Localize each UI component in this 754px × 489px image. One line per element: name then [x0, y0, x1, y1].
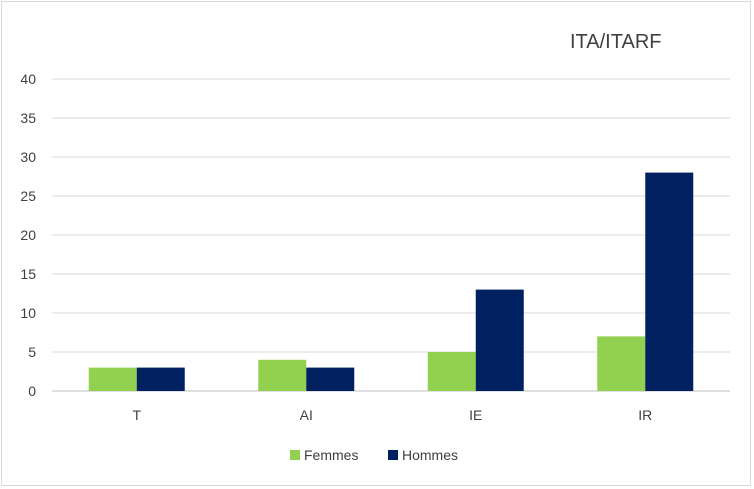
x-tick-label: AI: [300, 407, 313, 423]
y-tick-label: 40: [20, 71, 36, 87]
y-tick-label: 5: [28, 344, 36, 360]
x-axis-ticks: T AI IE IR: [132, 407, 652, 423]
bar-femmes-ai: [258, 359, 307, 391]
legend-label-femmes: Femmes: [304, 447, 358, 463]
legend-swatch-femmes: [290, 450, 300, 460]
bar-femmes-t: [88, 367, 137, 391]
chart-title: ITA/ITARF: [570, 31, 661, 53]
bar-hommes-ir: [645, 172, 694, 391]
legend: Femmes Hommes: [290, 447, 458, 463]
legend-swatch-hommes: [388, 450, 398, 460]
y-tick-label: 10: [20, 305, 36, 321]
y-axis-ticks: 0 5 10 15 20 25 30 35 40: [20, 71, 36, 399]
bar-hommes-t: [136, 367, 185, 391]
y-tick-label: 35: [20, 110, 36, 126]
y-tick-label: 30: [20, 149, 36, 165]
bars: [88, 172, 694, 391]
bar-hommes-ai: [306, 367, 355, 391]
x-tick-label: IE: [469, 407, 482, 423]
y-tick-label: 0: [28, 383, 36, 399]
bar-femmes-ie: [427, 352, 476, 391]
bar-femmes-ir: [597, 336, 646, 391]
y-tick-label: 15: [20, 266, 36, 282]
x-tick-label: T: [132, 407, 141, 423]
y-tick-label: 25: [20, 188, 36, 204]
bar-hommes-ie: [475, 289, 524, 391]
y-tick-label: 20: [20, 227, 36, 243]
x-tick-label: IR: [638, 407, 652, 423]
legend-label-hommes: Hommes: [402, 447, 458, 463]
